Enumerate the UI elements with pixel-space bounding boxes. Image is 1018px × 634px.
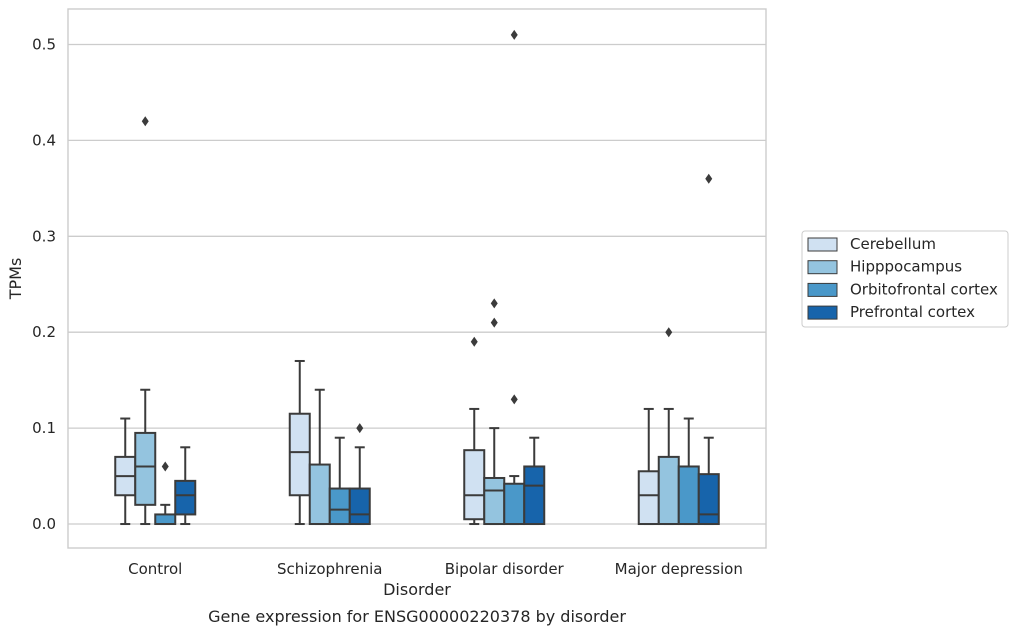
y-tick-label: 0.3 <box>32 227 56 245</box>
x-tick-label: Schizophrenia <box>277 560 382 578</box>
gridlines <box>68 43 766 525</box>
box-prefrontal-cortex <box>697 173 720 526</box>
box-hipppocampus <box>308 388 331 526</box>
legend-label: Orbitofrontal cortex <box>850 280 998 298</box>
box-body <box>308 463 331 526</box>
y-axis-label: TPMs <box>6 258 25 301</box>
box-body <box>523 465 546 526</box>
legend: Cerebellum Hipppocampus Orbitofrontal cort… <box>801 230 1009 328</box>
outlier-point <box>510 394 518 405</box>
box-prefrontal-cortex <box>174 446 197 526</box>
box-cerebellum <box>288 359 311 526</box>
y-tick-label: 0.1 <box>32 419 56 437</box>
plot-frame <box>67 8 767 549</box>
x-tick-label: Bipolar disorder <box>445 560 565 578</box>
box-cerebellum <box>114 417 137 526</box>
outlier-point <box>490 317 498 328</box>
outlier-point <box>665 327 673 338</box>
legend-swatch <box>807 282 838 297</box>
legend-swatch <box>807 305 838 320</box>
x-axis-label: Disorder <box>383 580 451 599</box>
box-layer <box>114 29 720 526</box>
box-body <box>503 482 526 526</box>
box-hipppocampus <box>657 327 680 526</box>
box-cerebellum <box>637 407 660 526</box>
box-body <box>637 470 660 526</box>
legend-label: Prefrontal cortex <box>850 303 975 321</box>
box-body <box>677 465 700 526</box>
box-orbitofrontal-cortex <box>154 461 177 526</box>
x-tick-label: Control <box>128 560 182 578</box>
outlier-point <box>141 116 149 127</box>
y-tick-label: 0.4 <box>32 131 56 149</box>
box-orbitofrontal-cortex <box>328 436 351 526</box>
box-body <box>134 431 157 506</box>
box-body <box>483 476 506 526</box>
box-cerebellum <box>463 336 486 526</box>
box-hipppocampus <box>483 298 506 526</box>
outlier-point <box>705 173 713 184</box>
box-orbitofrontal-cortex <box>677 417 700 526</box>
box-prefrontal-cortex <box>348 423 371 526</box>
legend-frame <box>801 230 1009 328</box>
y-tick-labels: 0.0 0.1 0.2 0.3 0.4 0.5 <box>32 35 56 533</box>
outlier-point <box>490 298 498 309</box>
box-prefrontal-cortex <box>523 436 546 526</box>
y-tick-label: 0.5 <box>32 35 56 53</box>
box-orbitofrontal-cortex <box>503 29 526 526</box>
box-body <box>697 473 720 526</box>
box-body <box>154 513 177 526</box>
outlier-point <box>470 336 478 347</box>
box-body <box>657 455 680 526</box>
legend-label: Cerebellum <box>850 235 936 253</box>
chart-caption: Gene expression for ENSG00000220378 by d… <box>208 607 626 626</box>
box-hipppocampus <box>134 116 157 526</box>
legend-swatch <box>807 237 838 252</box>
box-body <box>348 487 371 526</box>
outlier-point <box>510 29 518 40</box>
outlier-point <box>161 461 169 472</box>
legend-label: Hipppocampus <box>850 258 962 276</box>
outlier-point <box>356 423 364 434</box>
box-body <box>288 412 311 497</box>
box-body <box>328 487 351 526</box>
legend-swatch <box>807 260 838 275</box>
box-body <box>463 449 486 521</box>
box-body <box>174 479 197 516</box>
y-tick-label: 0.0 <box>32 515 56 533</box>
x-tick-labels: Control Schizophrenia Bipolar disorder Majo… <box>128 560 743 578</box>
x-tick-label: Major depression <box>615 560 743 578</box>
y-tick-label: 0.2 <box>32 323 56 341</box>
